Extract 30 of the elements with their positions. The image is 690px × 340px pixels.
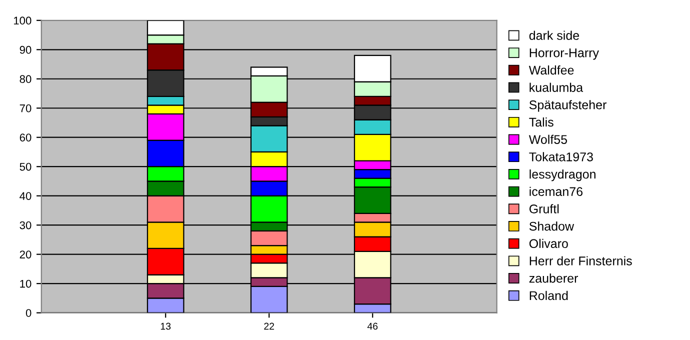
- y-tick-label: 90: [20, 46, 32, 54]
- legend-label: Olivaro: [529, 238, 568, 248]
- y-tick-label: 40: [20, 192, 32, 200]
- y-tick-label: 50: [20, 162, 32, 171]
- legend-label: lessydragon: [530, 169, 596, 182]
- x-tick-label: 22: [264, 322, 274, 330]
- y-tick-label: 20: [20, 250, 32, 258]
- y-tick-label: 100: [14, 16, 32, 25]
- legend-label: Gruftl: [529, 204, 559, 214]
- y-tick-label: 10: [20, 280, 32, 288]
- y-tick-label: 60: [20, 134, 32, 142]
- legend-label: Herr der Finsternis: [530, 256, 632, 266]
- y-tick-label: 0: [26, 309, 32, 317]
- x-tick-label: 13: [160, 322, 171, 330]
- legend-label: Talis: [529, 117, 554, 127]
- legend-label: Wolf55: [528, 134, 568, 144]
- legend-label: zauberer: [529, 274, 578, 283]
- y-tick-label: 80: [20, 75, 32, 84]
- y-tick-label: 30: [20, 221, 32, 230]
- legend-label: Horror-Harry: [530, 48, 599, 60]
- legend-label: dark side: [529, 30, 580, 40]
- legend-label: Roland: [530, 290, 568, 300]
- y-tick-label: 70: [20, 104, 32, 112]
- legend-label: Spätaufsteher: [529, 100, 606, 112]
- legend-label: Shadow: [529, 222, 574, 231]
- legend-label: iceman76: [530, 186, 583, 196]
- x-tick-label: 46: [367, 322, 378, 330]
- legend-label: kualumba: [530, 82, 584, 92]
- legend-label: Tokata1973: [529, 152, 593, 162]
- legend-label: Waldfee: [528, 65, 574, 75]
